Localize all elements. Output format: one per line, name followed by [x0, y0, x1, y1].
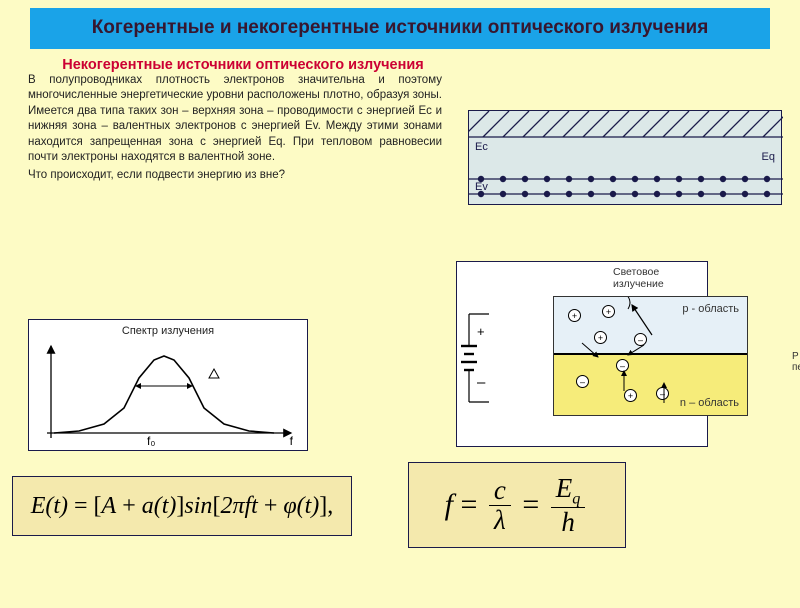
modulation-equation: E(t) = [ A + a(t) ] sin [ 2π ft + φ(t) ]… — [12, 476, 352, 536]
paragraph-text: В полупроводниках плотность электронов з… — [28, 74, 442, 164]
eq-sin: sin — [184, 493, 212, 520]
spectrum-curve — [54, 356, 274, 433]
eq-ft: ft — [244, 493, 257, 520]
ec-label: Ec — [475, 141, 488, 153]
band-svg — [469, 111, 783, 206]
battery-plus-label: + — [477, 324, 485, 339]
pn-diode-diagram: Световое излучение p - область + + + – n… — [392, 261, 782, 447]
eqr-E: E — [556, 473, 573, 503]
f0-axis-label: f₀ — [147, 434, 155, 448]
eqr-lhs: f — [445, 488, 453, 522]
ev-label: Ev — [475, 181, 488, 193]
battery-minus-label: – — [477, 374, 485, 391]
spectrum-svg — [39, 338, 299, 448]
eq-a: a(t) — [142, 493, 177, 520]
question-text: Что происходит, если подвести энергию из… — [28, 168, 442, 184]
pn-junction-note: P – n - переход — [792, 351, 800, 373]
slide-title: Когерентные и некогерентные источники оп… — [30, 8, 770, 49]
eq-lhs: E(t) — [31, 493, 68, 520]
spectrum-title: Спектр излучения — [29, 325, 307, 337]
eqr-lambda: λ — [489, 506, 511, 534]
f-axis-label: f — [290, 434, 293, 448]
frequency-equation: f = c λ = Eq h — [408, 462, 626, 548]
eqr-h: h — [556, 508, 580, 536]
band-diagram: Ec Eq Ev — [468, 110, 782, 205]
eq-phi: φ(t) — [283, 493, 319, 520]
eq-label: Eq — [762, 151, 775, 163]
circuit-wires — [457, 262, 707, 446]
eqr-q: q — [572, 489, 580, 507]
emission-spectrum-chart: Спектр излучения f₀ f — [28, 319, 308, 451]
eq-2pi: 2π — [220, 493, 244, 520]
eqr-c: c — [489, 476, 511, 505]
eq-A: A — [102, 493, 117, 520]
diode-frame: Световое излучение p - область + + + – n… — [456, 261, 708, 447]
section-subtitle: Некогерентные источники оптического излу… — [28, 57, 458, 73]
body-paragraph: В полупроводниках плотность электронов з… — [28, 73, 442, 184]
